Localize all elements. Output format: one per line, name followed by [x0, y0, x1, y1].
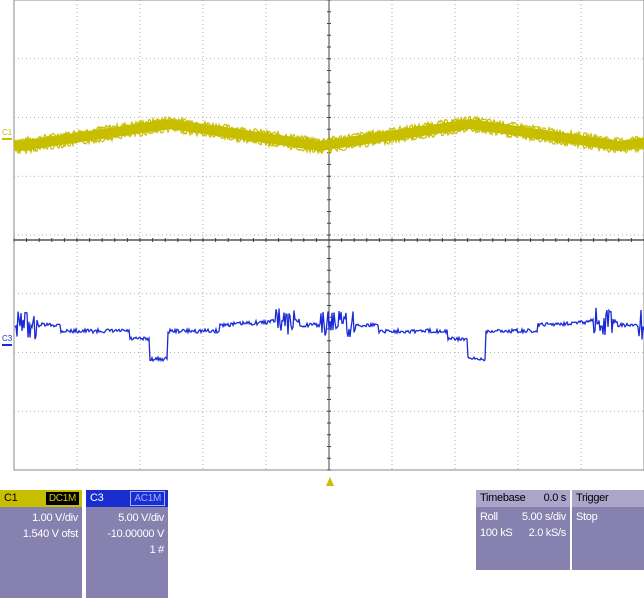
channel3-marker-tick: [2, 344, 12, 346]
timebase-samples: 100 kS: [480, 527, 513, 539]
timebase-delay: 0.0 s: [543, 492, 567, 504]
oscilloscope-display: C1 C3: [2, 0, 644, 486]
graticule-grid: [13, 0, 644, 471]
channel3-marker-label: C3: [2, 334, 13, 343]
channel1-marker-label: C1: [2, 128, 13, 137]
channel1-trace-envelope: [14, 126, 644, 156]
channel1-scale: 1.00 V/div: [32, 512, 78, 524]
trigger-position-marker[interactable]: [326, 477, 334, 486]
timebase-sample-rate: 2.0 kS/s: [528, 527, 567, 539]
channel3-scale: 5.00 V/div: [118, 512, 164, 524]
timebase-mode: Roll: [480, 511, 498, 523]
timebase-time-per-div: 5.00 s/div: [521, 511, 566, 523]
channel3-descriptor[interactable]: C3 AC1M 5.00 V/div -10.00000 V 1 #: [86, 490, 168, 598]
channel1-ground-marker[interactable]: C1: [2, 128, 13, 140]
channel3-ground-marker[interactable]: C3: [2, 334, 13, 346]
channel1-descriptor[interactable]: C1 DC1M 1.00 V/div 1.540 V ofst: [0, 490, 82, 598]
channel1-label: C1: [4, 492, 18, 504]
channel3-trace: [14, 307, 644, 363]
channel3-coupling-badge: AC1M: [130, 491, 165, 506]
channel1-marker-tick: [2, 138, 12, 140]
timebase-descriptor[interactable]: Timebase 0.0 s Roll 5.00 s/div 100 kS 2.…: [476, 490, 570, 570]
channel1-coupling-badge: DC1M: [45, 492, 79, 505]
trigger-descriptor[interactable]: Trigger Stop: [572, 490, 644, 570]
channel3-count: 1 #: [149, 544, 165, 556]
timebase-title: Timebase: [480, 492, 526, 504]
channel3-label: C3: [90, 492, 104, 504]
trigger-state: Stop: [576, 511, 598, 523]
trigger-title: Trigger: [576, 492, 609, 504]
channel1-offset: 1.540 V ofst: [22, 528, 78, 540]
channel3-offset: -10.00000 V: [107, 528, 164, 540]
channel1-trace: [14, 115, 644, 144]
